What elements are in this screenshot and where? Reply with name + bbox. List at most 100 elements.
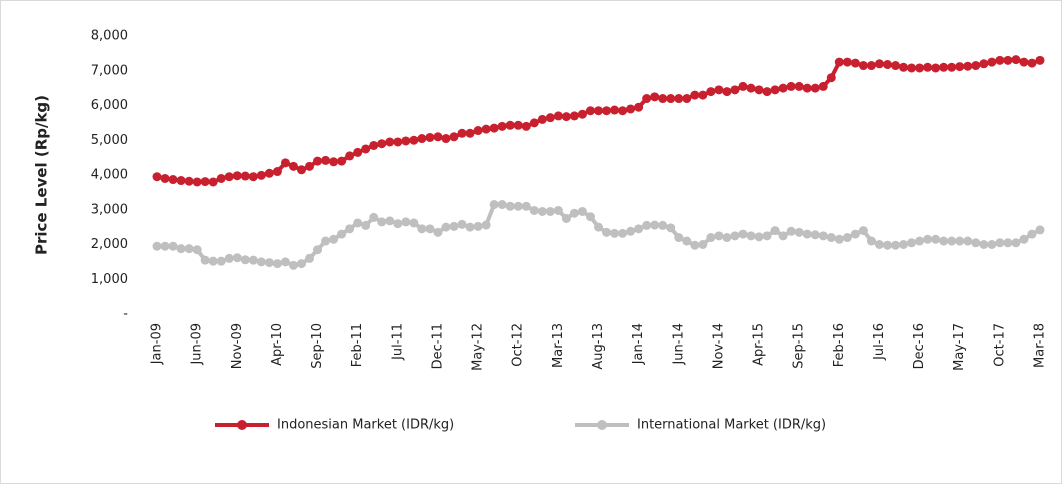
x-tick-label: Oct-17 xyxy=(992,323,1007,367)
x-tick-label: Feb-16 xyxy=(832,323,847,367)
data-point xyxy=(401,136,411,146)
data-point xyxy=(585,106,595,116)
data-point xyxy=(955,62,965,72)
data-point xyxy=(232,171,242,181)
data-point xyxy=(288,260,298,270)
data-point xyxy=(561,112,571,122)
data-point xyxy=(505,201,515,211)
data-point xyxy=(465,128,475,138)
data-point xyxy=(377,217,387,227)
data-point xyxy=(842,233,852,243)
data-point xyxy=(264,168,274,178)
data-point xyxy=(818,81,828,91)
data-point xyxy=(730,85,740,95)
data-point xyxy=(329,157,339,167)
data-point xyxy=(521,201,531,211)
data-point xyxy=(272,167,282,177)
x-tick-label: Apr-15 xyxy=(752,323,767,366)
y-tick-label: 6,000 xyxy=(91,98,128,113)
data-point xyxy=(642,94,652,104)
data-point xyxy=(722,87,732,97)
data-point xyxy=(296,165,306,175)
data-point xyxy=(553,111,563,121)
data-point xyxy=(232,253,242,263)
data-point xyxy=(915,63,925,73)
data-point xyxy=(899,240,909,249)
legend-label: Indonesian Market (IDR/kg) xyxy=(277,418,454,433)
data-point xyxy=(208,256,218,266)
data-point xyxy=(537,114,547,124)
data-point xyxy=(160,241,170,251)
data-point xyxy=(288,161,298,171)
data-point xyxy=(353,147,363,157)
data-point xyxy=(216,173,226,183)
data-point xyxy=(891,240,901,250)
data-point xyxy=(192,177,202,187)
data-point xyxy=(642,220,652,230)
data-point xyxy=(264,258,274,268)
data-point xyxy=(296,259,306,269)
data-point xyxy=(858,61,868,71)
data-point xyxy=(353,218,363,228)
data-point xyxy=(634,102,644,112)
data-point xyxy=(866,61,876,71)
data-point xyxy=(409,218,419,228)
data-point xyxy=(939,62,949,72)
data-point xyxy=(248,172,258,182)
data-point xyxy=(963,236,973,246)
data-point xyxy=(481,220,491,230)
data-point xyxy=(610,105,620,115)
data-point xyxy=(923,62,933,72)
data-point xyxy=(682,94,692,104)
data-point xyxy=(361,220,371,230)
data-point xyxy=(184,244,194,254)
data-point xyxy=(184,176,194,186)
data-point xyxy=(674,233,684,243)
x-tick-label: Oct-12 xyxy=(511,323,526,367)
data-point xyxy=(947,236,957,246)
x-tick-label: Jun-14 xyxy=(671,323,686,366)
data-point xyxy=(409,135,419,145)
data-point xyxy=(794,81,804,91)
data-point xyxy=(425,132,435,142)
data-point xyxy=(361,144,371,154)
data-point xyxy=(931,63,941,73)
data-point xyxy=(176,176,186,186)
data-point xyxy=(826,233,836,243)
data-point xyxy=(433,227,443,237)
data-point xyxy=(746,83,756,93)
data-point xyxy=(923,234,933,244)
data-point xyxy=(778,83,788,93)
data-point xyxy=(1027,229,1037,239)
data-point xyxy=(915,236,925,246)
data-point xyxy=(369,140,379,150)
data-point xyxy=(216,256,226,266)
data-point xyxy=(891,61,901,71)
data-point xyxy=(947,62,957,72)
data-point xyxy=(770,226,780,236)
data-point xyxy=(513,201,523,211)
data-point xyxy=(634,224,644,234)
data-point xyxy=(971,238,981,248)
data-point xyxy=(537,206,547,216)
data-point xyxy=(545,206,555,216)
data-point xyxy=(907,238,917,248)
data-point xyxy=(377,139,387,149)
y-tick-label: 8,000 xyxy=(91,29,128,44)
data-point xyxy=(714,231,724,241)
data-point xyxy=(513,120,523,130)
data-point xyxy=(666,94,676,104)
data-point xyxy=(882,59,892,69)
data-point xyxy=(738,229,748,239)
data-point xyxy=(674,94,684,104)
data-point xyxy=(321,236,331,246)
data-point xyxy=(337,229,347,239)
data-point xyxy=(152,172,162,182)
data-point xyxy=(995,238,1005,248)
data-point xyxy=(1011,55,1021,65)
data-point xyxy=(762,87,772,97)
data-point xyxy=(626,104,636,114)
data-point xyxy=(417,224,427,234)
data-point xyxy=(393,137,403,147)
data-point xyxy=(754,232,764,242)
